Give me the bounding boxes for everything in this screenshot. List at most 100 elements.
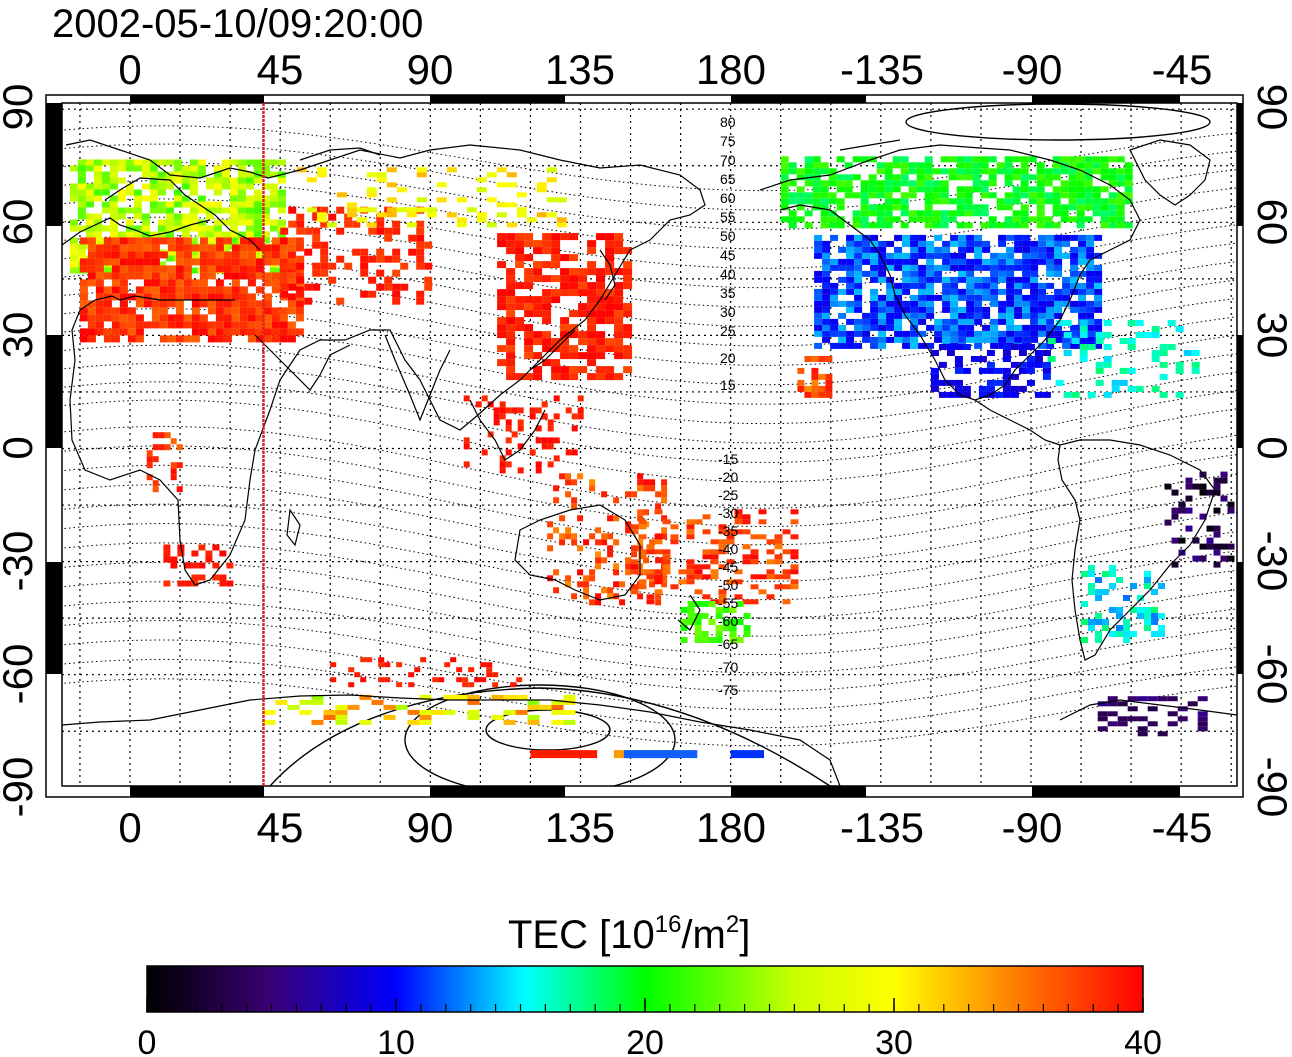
tec-pixel bbox=[253, 159, 262, 166]
tec-pixel bbox=[542, 331, 552, 339]
tec-pixel bbox=[948, 156, 957, 163]
tec-pixel bbox=[1026, 361, 1035, 368]
tec-pixel bbox=[463, 461, 470, 468]
tec-pixel bbox=[940, 156, 949, 163]
tec-pixel bbox=[515, 240, 525, 248]
tec-pixel bbox=[125, 183, 134, 190]
tec-pixel bbox=[956, 162, 965, 169]
tec-pixel bbox=[69, 219, 78, 226]
tec-pixel bbox=[524, 373, 534, 381]
tec-pixel bbox=[605, 240, 615, 248]
tec-pixel bbox=[77, 201, 86, 208]
tec-pixel bbox=[392, 220, 401, 228]
tec-pixel bbox=[974, 300, 983, 307]
tec-pixel bbox=[942, 258, 951, 265]
tec-pixel bbox=[814, 252, 823, 259]
tec-pixel bbox=[1046, 342, 1055, 349]
tec-pixel bbox=[207, 251, 216, 259]
tec-pixel bbox=[152, 456, 159, 463]
tec-pixel bbox=[396, 662, 403, 668]
coastline bbox=[1129, 139, 1211, 206]
tec-pixel bbox=[988, 222, 997, 229]
tec-pixel bbox=[551, 247, 561, 255]
tec-pixel bbox=[577, 473, 584, 480]
tec-pixel bbox=[878, 294, 887, 301]
tec-pixel bbox=[198, 574, 206, 581]
tec-pixel bbox=[183, 237, 192, 245]
tec-pixel bbox=[197, 201, 206, 208]
tec-pixel bbox=[595, 599, 602, 606]
tec-pixel bbox=[1020, 156, 1029, 163]
tec-pixel bbox=[476, 177, 487, 183]
tec-pixel bbox=[191, 307, 200, 315]
tec-pixel bbox=[1079, 326, 1088, 332]
tec-pixel bbox=[950, 312, 959, 319]
tec-pixel bbox=[103, 314, 112, 322]
tec-pixel bbox=[127, 244, 136, 252]
tec-pixel bbox=[384, 255, 393, 263]
tec-pixel bbox=[245, 225, 254, 232]
tec-pixel bbox=[654, 539, 663, 545]
tec-pixel bbox=[406, 212, 417, 218]
tec-pixel bbox=[515, 317, 525, 325]
tec-pixel bbox=[1046, 318, 1055, 325]
tec-pixel bbox=[506, 317, 516, 325]
tec-pixel bbox=[1187, 701, 1198, 707]
tec-pixel bbox=[287, 321, 296, 329]
tec-pixel bbox=[247, 314, 256, 322]
frame-tick-bar bbox=[46, 335, 62, 448]
tec-pixel bbox=[170, 462, 177, 469]
tec-pixel bbox=[577, 407, 584, 414]
tec-pixel bbox=[207, 293, 216, 301]
tec-pixel bbox=[1010, 344, 1019, 350]
tec-pixel bbox=[101, 177, 110, 184]
south-magnetic-pole-ring-inner bbox=[485, 709, 611, 751]
tec-pixel bbox=[229, 219, 238, 226]
tec-pixel bbox=[1130, 607, 1137, 613]
tec-pixel bbox=[229, 159, 238, 166]
tec-pixel bbox=[825, 379, 833, 386]
tec-pixel bbox=[443, 709, 456, 715]
tec-pixel bbox=[197, 165, 206, 172]
tec-pixel bbox=[109, 201, 118, 208]
tec-pixel bbox=[316, 217, 327, 223]
tec-pixel bbox=[964, 168, 973, 175]
tec-pixel bbox=[797, 385, 805, 392]
tec-pixel bbox=[1046, 300, 1055, 307]
tec-pixel bbox=[1002, 373, 1011, 380]
tec-pixel bbox=[990, 342, 999, 349]
tec-pixel bbox=[444, 662, 451, 668]
tec-pixel bbox=[330, 677, 337, 683]
tec-pixel bbox=[908, 180, 917, 187]
tec-pixel bbox=[1042, 361, 1051, 368]
tec-pixel bbox=[886, 282, 895, 289]
tec-pixel bbox=[876, 222, 885, 229]
tec-pixel bbox=[870, 306, 879, 313]
tec-pixel bbox=[199, 293, 208, 301]
tec-pixel bbox=[1062, 336, 1071, 343]
tec-pixel bbox=[940, 210, 949, 217]
tec-pixel bbox=[157, 201, 166, 208]
tec-pixel bbox=[637, 593, 644, 600]
tec-pixel bbox=[601, 587, 608, 594]
tec-pixel bbox=[547, 461, 554, 468]
tec-pixel bbox=[141, 171, 150, 178]
tec-pixel bbox=[312, 269, 321, 277]
tec-pixel bbox=[515, 694, 528, 700]
tec-pixel bbox=[524, 345, 534, 353]
tec-pixel bbox=[830, 234, 839, 241]
tec-pixel bbox=[926, 306, 935, 313]
tec-pixel bbox=[886, 240, 895, 247]
tec-pixel bbox=[271, 328, 280, 336]
tec-pixel bbox=[1144, 613, 1151, 619]
tec-pixel bbox=[1020, 186, 1029, 193]
tec-pixel bbox=[287, 237, 296, 245]
tec-pixel bbox=[384, 662, 391, 668]
tec-pixel bbox=[878, 246, 887, 253]
tec-pixel bbox=[1151, 619, 1158, 625]
tec-pixel bbox=[589, 479, 596, 486]
tec-pixel bbox=[287, 244, 296, 252]
tec-pixel bbox=[854, 276, 863, 283]
tec-pixel bbox=[1042, 350, 1051, 356]
tec-pixel bbox=[1036, 192, 1045, 199]
